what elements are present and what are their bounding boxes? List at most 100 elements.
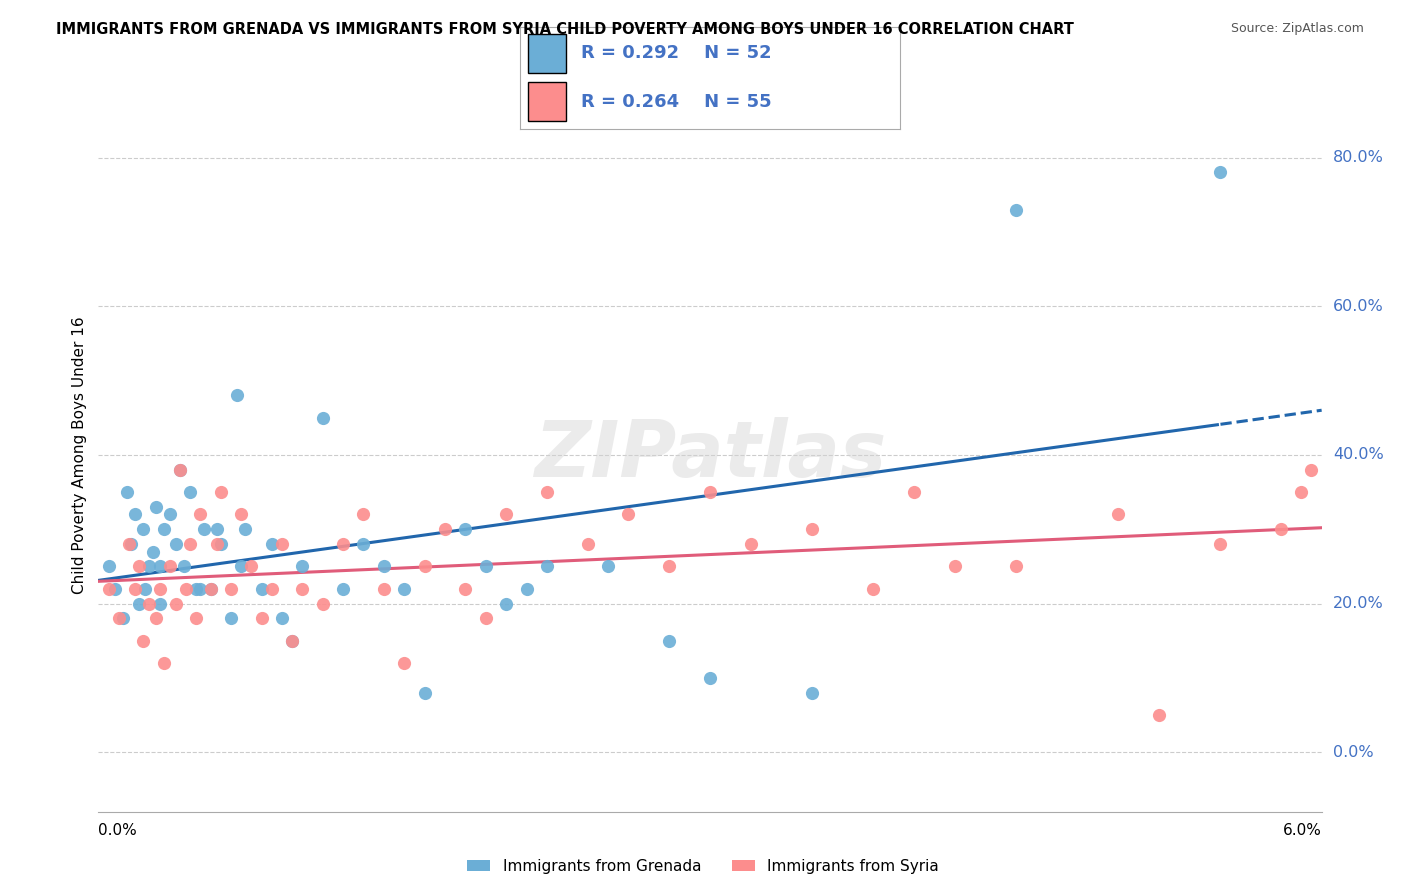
Point — [142, 544, 165, 558]
Point — [233, 522, 256, 536]
Point — [260, 537, 283, 551]
Point — [145, 500, 167, 514]
Point — [740, 537, 762, 551]
Point — [186, 611, 208, 625]
Point — [120, 537, 142, 551]
Point — [169, 463, 191, 477]
Point — [179, 485, 201, 500]
Point — [291, 559, 314, 574]
Point — [193, 522, 215, 536]
Point — [124, 582, 146, 596]
Point — [138, 559, 160, 574]
Point — [474, 559, 498, 574]
Point — [903, 485, 925, 500]
Point — [332, 582, 354, 596]
Text: Source: ZipAtlas.com: Source: ZipAtlas.com — [1230, 22, 1364, 36]
Point — [200, 582, 222, 596]
Point — [699, 485, 721, 500]
Point — [352, 508, 374, 522]
Point — [128, 597, 150, 611]
Point — [165, 597, 187, 611]
Text: R = 0.264    N = 55: R = 0.264 N = 55 — [581, 93, 772, 111]
Point — [658, 633, 681, 648]
Point — [454, 582, 477, 596]
FancyBboxPatch shape — [527, 82, 565, 121]
Point — [128, 559, 150, 574]
Point — [332, 537, 354, 551]
FancyBboxPatch shape — [527, 34, 565, 73]
Text: 6.0%: 6.0% — [1282, 822, 1322, 838]
Point — [205, 537, 228, 551]
Point — [169, 463, 191, 477]
Point — [250, 611, 273, 625]
Text: IMMIGRANTS FROM GRENADA VS IMMIGRANTS FROM SYRIA CHILD POVERTY AMONG BOYS UNDER : IMMIGRANTS FROM GRENADA VS IMMIGRANTS FR… — [56, 22, 1074, 37]
Point — [862, 582, 884, 596]
Point — [229, 508, 253, 522]
Y-axis label: Child Poverty Among Boys Under 16: Child Poverty Among Boys Under 16 — [72, 316, 87, 594]
Point — [311, 410, 335, 425]
Point — [1004, 559, 1026, 574]
Point — [219, 611, 242, 625]
Point — [433, 522, 456, 536]
Point — [260, 582, 283, 596]
Point — [281, 633, 304, 648]
Point — [495, 597, 517, 611]
Point — [1147, 708, 1170, 723]
Point — [149, 559, 172, 574]
Point — [270, 537, 292, 551]
Point — [124, 508, 146, 522]
Text: R = 0.292    N = 52: R = 0.292 N = 52 — [581, 45, 772, 62]
Point — [1208, 165, 1230, 179]
Point — [209, 485, 232, 500]
Point — [801, 686, 824, 700]
Text: ZIPatlas: ZIPatlas — [534, 417, 886, 493]
Point — [1270, 522, 1292, 536]
Point — [495, 508, 517, 522]
Point — [159, 508, 181, 522]
Point — [115, 485, 138, 500]
Point — [138, 597, 160, 611]
Point — [186, 582, 208, 596]
Point — [219, 582, 242, 596]
Text: 80.0%: 80.0% — [1333, 150, 1384, 165]
Point — [617, 508, 640, 522]
Point — [658, 559, 681, 574]
Point — [108, 611, 131, 625]
Point — [97, 559, 120, 574]
Point — [454, 522, 477, 536]
Point — [118, 537, 141, 551]
Point — [165, 537, 187, 551]
Text: 20.0%: 20.0% — [1333, 596, 1384, 611]
Point — [111, 611, 134, 625]
Point — [413, 686, 436, 700]
Point — [291, 582, 314, 596]
Legend: Immigrants from Grenada, Immigrants from Syria: Immigrants from Grenada, Immigrants from… — [461, 853, 945, 880]
Point — [200, 582, 222, 596]
Point — [188, 582, 211, 596]
Point — [943, 559, 966, 574]
Point — [281, 633, 304, 648]
Text: 0.0%: 0.0% — [98, 822, 138, 838]
Point — [173, 559, 195, 574]
Point — [179, 537, 201, 551]
Point — [311, 597, 335, 611]
Point — [413, 559, 436, 574]
Point — [1004, 202, 1026, 217]
Point — [270, 611, 292, 625]
Text: 60.0%: 60.0% — [1333, 299, 1384, 314]
Point — [152, 522, 174, 536]
Point — [392, 656, 416, 670]
Point — [576, 537, 599, 551]
Point — [240, 559, 263, 574]
Point — [226, 388, 249, 402]
Point — [250, 582, 273, 596]
Point — [152, 656, 174, 670]
Point — [159, 559, 181, 574]
Point — [536, 559, 558, 574]
Point — [515, 582, 537, 596]
Point — [474, 611, 498, 625]
Point — [392, 582, 416, 596]
Point — [132, 522, 155, 536]
Text: 0.0%: 0.0% — [1333, 745, 1374, 760]
Point — [373, 559, 395, 574]
